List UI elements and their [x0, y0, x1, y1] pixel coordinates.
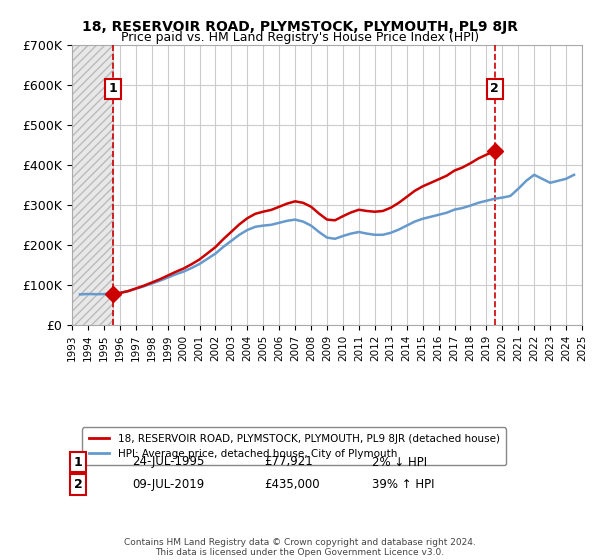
Text: 39% ↑ HPI: 39% ↑ HPI: [372, 478, 434, 491]
Text: 1: 1: [74, 455, 82, 469]
Text: 2: 2: [74, 478, 82, 491]
Text: £77,921: £77,921: [264, 455, 313, 469]
Bar: [72, 45, 113, 325]
Text: 09-JUL-2019: 09-JUL-2019: [132, 478, 204, 491]
Text: 18, RESERVOIR ROAD, PLYMSTOCK, PLYMOUTH, PL9 8JR: 18, RESERVOIR ROAD, PLYMSTOCK, PLYMOUTH,…: [82, 20, 518, 34]
Legend: 18, RESERVOIR ROAD, PLYMSTOCK, PLYMOUTH, PL9 8JR (detached house), HPI: Average : 18, RESERVOIR ROAD, PLYMSTOCK, PLYMOUTH,…: [82, 427, 506, 465]
Text: Contains HM Land Registry data © Crown copyright and database right 2024.
This d: Contains HM Land Registry data © Crown c…: [124, 538, 476, 557]
Text: 2: 2: [490, 82, 499, 95]
Text: 2% ↓ HPI: 2% ↓ HPI: [372, 455, 427, 469]
Text: £435,000: £435,000: [264, 478, 320, 491]
Text: 1: 1: [109, 82, 117, 95]
Text: 24-JUL-1995: 24-JUL-1995: [132, 455, 205, 469]
Text: Price paid vs. HM Land Registry's House Price Index (HPI): Price paid vs. HM Land Registry's House …: [121, 31, 479, 44]
